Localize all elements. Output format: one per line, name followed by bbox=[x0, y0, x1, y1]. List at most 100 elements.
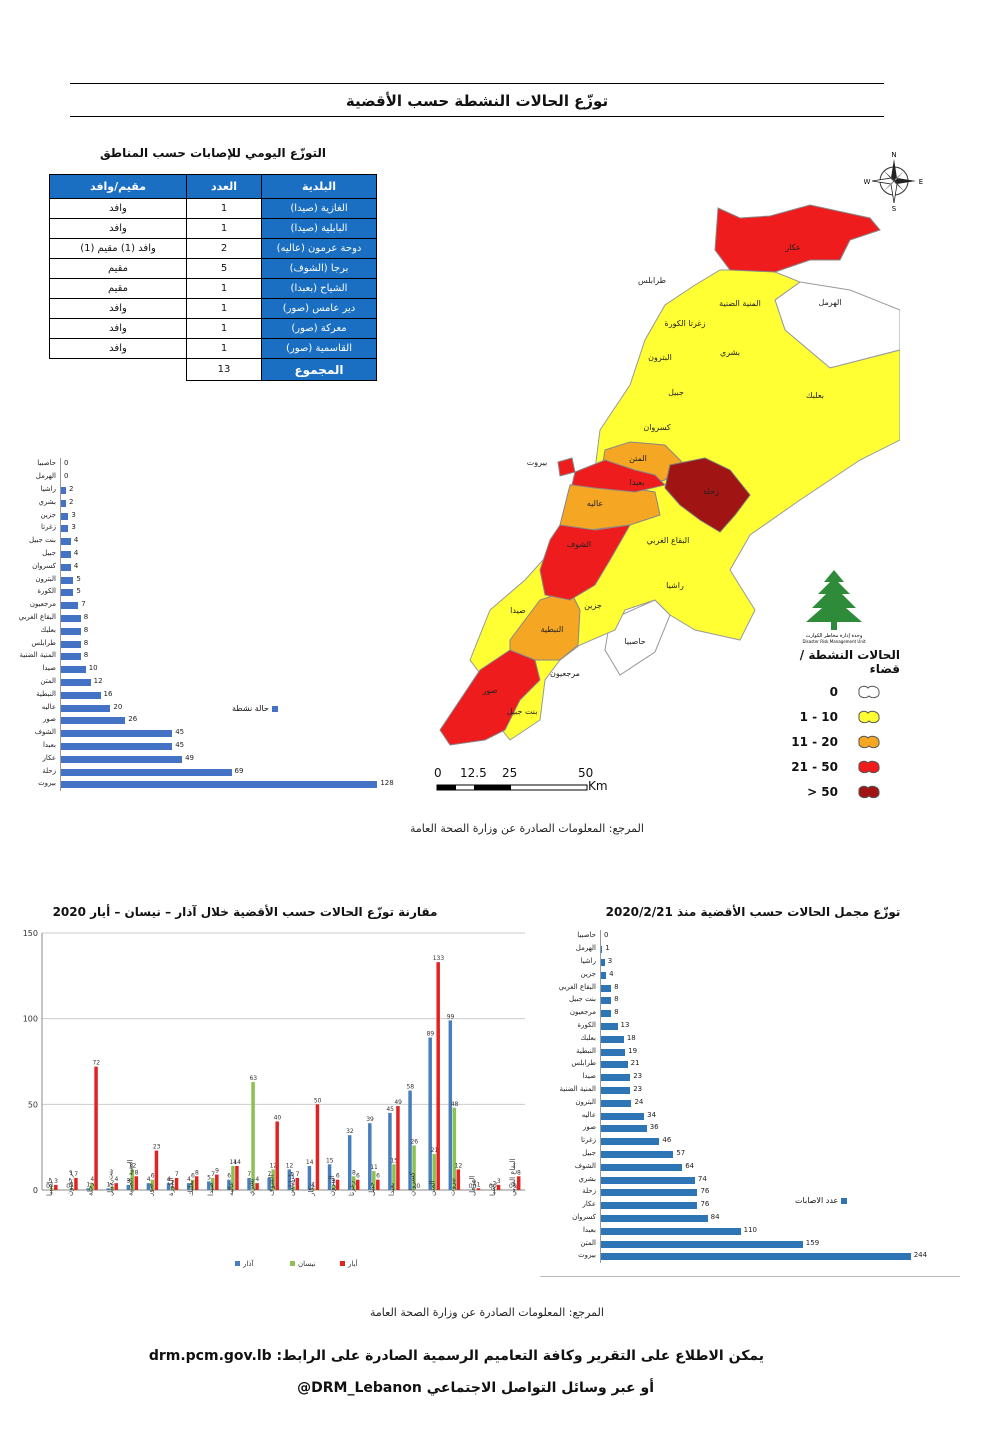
chart-value-label: 12 bbox=[455, 1162, 463, 1169]
chart-value-label: 40 bbox=[274, 1114, 282, 1121]
x-tick-label: حاصبيا bbox=[46, 1177, 54, 1196]
cell-municipality: دوحة عرمون (عاليه) bbox=[261, 238, 377, 259]
chart-bar bbox=[388, 1112, 392, 1190]
chart-category-label: كسروان bbox=[32, 561, 56, 570]
map-legend-item: 11 - 20 bbox=[780, 732, 900, 757]
map-legend-item: 0 bbox=[780, 682, 900, 707]
map-label-batroun: البترون bbox=[648, 353, 672, 362]
chart-value-label: 1 bbox=[312, 1181, 316, 1188]
total-label: المجموع bbox=[261, 358, 377, 381]
chart-value-label: 5 bbox=[207, 1174, 211, 1181]
table-row: برجا (الشوف) 5 مقيم bbox=[49, 258, 377, 279]
chart-category-label: جزين bbox=[40, 510, 56, 519]
scale-tick-3: 50 bbox=[578, 766, 594, 780]
chart-value-label: 2 bbox=[68, 497, 74, 506]
chart-bar bbox=[190, 1179, 195, 1190]
chart-value-label: 8 bbox=[614, 982, 619, 991]
chart-bar bbox=[61, 653, 81, 661]
chart-value-label: 7 bbox=[268, 1171, 272, 1178]
chart-value-label: 0 bbox=[473, 1183, 477, 1190]
chart-bar bbox=[126, 1184, 131, 1190]
chart-value-label: 6 bbox=[376, 1173, 380, 1180]
chart-bar bbox=[601, 1112, 645, 1120]
map-region-akkar bbox=[714, 204, 881, 273]
chart-value-label: 0 bbox=[509, 1183, 513, 1190]
chart-value-label: 34 bbox=[647, 1110, 657, 1119]
total-chart-legend: عدد الاصابات bbox=[795, 1196, 848, 1205]
x-tick-label: بعبدا bbox=[388, 1183, 396, 1196]
chart-value-label: 12 bbox=[286, 1162, 294, 1169]
chart-bar bbox=[154, 1150, 159, 1190]
x-tick-label: طرابلس bbox=[288, 1171, 296, 1196]
chart-bar bbox=[215, 1174, 219, 1190]
active-chart-legend: حالة نشطة bbox=[232, 704, 278, 713]
chart-value-label: 23 bbox=[633, 1085, 643, 1093]
chart-value-label: 45 bbox=[386, 1106, 394, 1113]
chart-value-label: 0 bbox=[66, 1183, 70, 1190]
chart-bar bbox=[436, 962, 440, 1190]
map-label-marjayoun: مرجعيون bbox=[550, 669, 580, 678]
chart-value-label: 12 bbox=[270, 1162, 278, 1169]
map-label-nabatieh: النبطية bbox=[541, 625, 564, 634]
chart-bar bbox=[61, 576, 74, 584]
chart-bar bbox=[601, 1087, 631, 1094]
chart-bar bbox=[601, 1061, 628, 1069]
chart-bar bbox=[186, 1183, 191, 1190]
chart-bar bbox=[61, 730, 173, 738]
chart-value-label: 32 bbox=[346, 1128, 354, 1135]
chart-bar bbox=[456, 1169, 461, 1190]
map-region-beirut bbox=[557, 457, 576, 477]
chart-value-label: 0 bbox=[64, 459, 69, 468]
map-region-zahle bbox=[664, 457, 751, 533]
chart-category-label: عاليه bbox=[41, 702, 56, 711]
table-total-row: المجموع 13 bbox=[49, 358, 377, 381]
table-row: الشياح (بعبدا) 1 مقيم bbox=[49, 278, 377, 299]
cell-count: 5 bbox=[186, 258, 262, 279]
chart-category-label: الكورة bbox=[37, 587, 56, 596]
chart-value-label: 2 bbox=[292, 1180, 296, 1187]
chart-value-label: 0 bbox=[493, 1183, 497, 1190]
chart-bar bbox=[452, 1107, 457, 1190]
chart-value-label: 0 bbox=[469, 1183, 473, 1190]
chart-bar bbox=[601, 1099, 632, 1107]
chart-value-label: 8 bbox=[83, 625, 89, 634]
cell-status: وافد bbox=[49, 218, 187, 239]
chart-bar bbox=[74, 1178, 78, 1190]
chart-value-label: 8 bbox=[83, 638, 89, 647]
chart-category-label: البقاع الغربي bbox=[18, 613, 56, 621]
chart-bar bbox=[61, 666, 86, 674]
chart-bar bbox=[315, 1104, 320, 1190]
chart-value-label: 16 bbox=[103, 689, 113, 698]
chart-bar bbox=[432, 1154, 436, 1190]
x-tick-label: الهرمل bbox=[469, 1176, 477, 1196]
chart-value-label: 7 bbox=[211, 1171, 215, 1178]
chart-category-label: المتن bbox=[580, 1238, 596, 1247]
chart-value-label: 12 bbox=[93, 677, 103, 685]
chart-value-label: 0 bbox=[416, 1183, 420, 1190]
chart-bar bbox=[231, 1166, 235, 1190]
cell-count: 1 bbox=[186, 218, 262, 239]
chart-bar bbox=[267, 1178, 271, 1190]
chart-value-label: 8 bbox=[135, 1169, 139, 1176]
chart-value-label: 4 bbox=[255, 1176, 259, 1183]
comparison-chart-title: مقارنة توزّع الحالات حسب الأقضية خلال آذ… bbox=[52, 905, 438, 919]
chart-value-label: 23 bbox=[633, 1072, 643, 1081]
chart-value-label: 6 bbox=[151, 1173, 155, 1180]
chart-bar bbox=[601, 1023, 618, 1030]
chart-category-label: صور bbox=[43, 715, 56, 724]
cell-count: 1 bbox=[186, 298, 262, 319]
chart-category-label: بشري bbox=[578, 1174, 596, 1183]
col-header-count: العدد bbox=[186, 174, 262, 199]
chart-category-label: الشوف bbox=[34, 728, 56, 737]
map-label-zahle: زحلة bbox=[703, 487, 719, 496]
chart-category-label: راشيا bbox=[40, 485, 56, 493]
chart-bar bbox=[146, 1183, 151, 1190]
table-row: القاسمية (صور) 1 وافد bbox=[49, 338, 377, 359]
chart-bar bbox=[601, 1125, 647, 1133]
map-label-kesrouan: كسروان bbox=[643, 423, 671, 432]
chart-bar bbox=[601, 1176, 695, 1184]
chart-value-label: 4 bbox=[73, 536, 79, 545]
chart-category-label: زحلة bbox=[582, 1187, 596, 1196]
cell-status: مقيم bbox=[49, 258, 187, 279]
y-tick-label: 100 bbox=[23, 1015, 38, 1024]
